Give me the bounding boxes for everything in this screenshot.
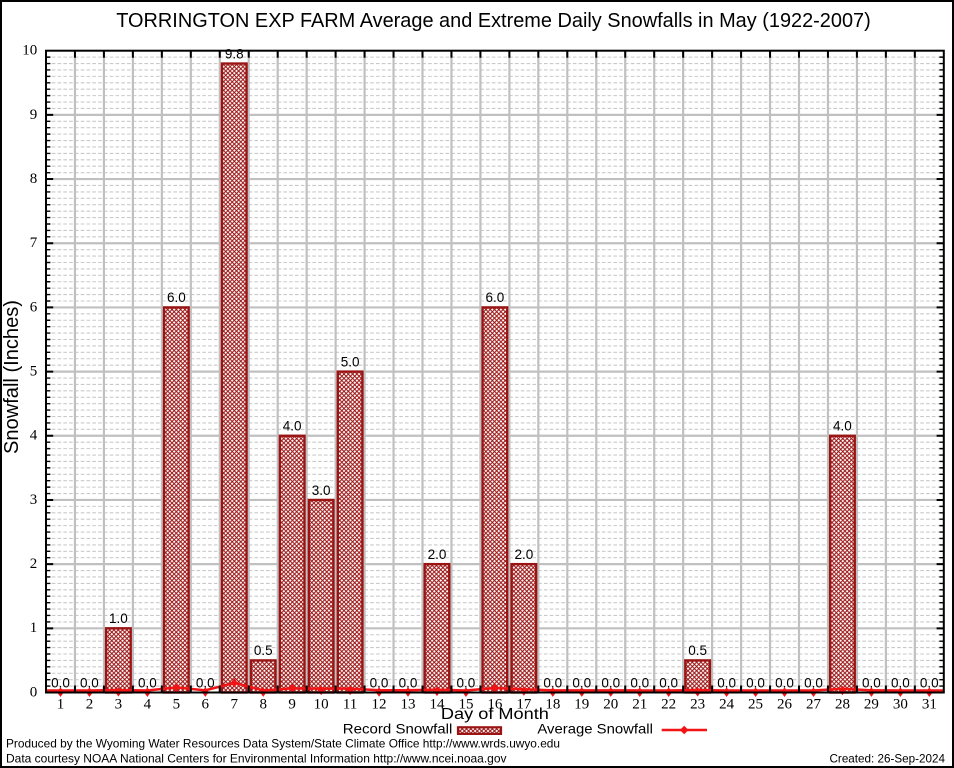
svg-text:Created: 26-Sep-2024: Created: 26-Sep-2024 xyxy=(830,752,946,766)
svg-text:0.0: 0.0 xyxy=(51,675,70,690)
svg-text:16: 16 xyxy=(487,696,503,712)
svg-text:31: 31 xyxy=(922,696,937,712)
svg-text:0.5: 0.5 xyxy=(254,643,273,658)
svg-text:8: 8 xyxy=(30,171,38,187)
svg-text:0.5: 0.5 xyxy=(688,643,707,658)
svg-text:0.0: 0.0 xyxy=(370,675,389,690)
svg-text:0.0: 0.0 xyxy=(196,675,215,690)
svg-text:9.8: 9.8 xyxy=(225,46,244,61)
svg-text:26: 26 xyxy=(777,696,793,712)
svg-text:Produced by the Wyoming Water: Produced by the Wyoming Water Resources … xyxy=(6,737,560,751)
svg-text:5: 5 xyxy=(30,364,38,380)
svg-text:5: 5 xyxy=(173,696,181,712)
svg-text:18: 18 xyxy=(545,696,560,712)
svg-text:17: 17 xyxy=(516,696,532,712)
svg-text:Data courtesy NOAA National Ce: Data courtesy NOAA National Centers for … xyxy=(6,752,507,766)
svg-text:Snowfall (Inches): Snowfall (Inches) xyxy=(1,300,23,454)
svg-text:6: 6 xyxy=(30,299,38,315)
svg-text:0.0: 0.0 xyxy=(601,675,620,690)
svg-text:0.0: 0.0 xyxy=(543,675,562,690)
svg-text:Average Snowfall: Average Snowfall xyxy=(537,720,653,736)
svg-text:0.0: 0.0 xyxy=(659,675,678,690)
svg-text:0.0: 0.0 xyxy=(891,675,910,690)
svg-text:0.0: 0.0 xyxy=(920,675,939,690)
svg-text:3.0: 3.0 xyxy=(312,483,331,498)
svg-text:4: 4 xyxy=(30,428,38,444)
svg-text:1: 1 xyxy=(57,696,65,712)
svg-text:6: 6 xyxy=(202,696,210,712)
svg-text:8: 8 xyxy=(259,696,267,712)
svg-text:0: 0 xyxy=(30,684,38,700)
svg-text:29: 29 xyxy=(864,696,879,712)
svg-text:24: 24 xyxy=(719,696,735,712)
svg-text:0.0: 0.0 xyxy=(717,675,736,690)
svg-text:0.0: 0.0 xyxy=(746,675,765,690)
svg-text:27: 27 xyxy=(806,696,822,712)
svg-text:10: 10 xyxy=(314,696,329,712)
svg-text:2: 2 xyxy=(30,556,38,572)
svg-text:4.0: 4.0 xyxy=(833,419,852,434)
svg-text:23: 23 xyxy=(690,696,705,712)
svg-text:12: 12 xyxy=(372,696,387,712)
svg-text:7: 7 xyxy=(30,235,38,251)
svg-text:2.0: 2.0 xyxy=(514,547,533,562)
svg-text:2.0: 2.0 xyxy=(428,547,447,562)
svg-text:30: 30 xyxy=(893,696,908,712)
svg-text:0.0: 0.0 xyxy=(775,675,794,690)
svg-text:TORRINGTON EXP FARM Average an: TORRINGTON EXP FARM Average and Extreme … xyxy=(116,10,871,32)
svg-text:Record Snowfall: Record Snowfall xyxy=(343,720,453,736)
svg-text:22: 22 xyxy=(661,696,676,712)
svg-text:15: 15 xyxy=(458,696,473,712)
svg-text:3: 3 xyxy=(115,696,123,712)
svg-text:1.0: 1.0 xyxy=(109,611,128,626)
svg-text:5.0: 5.0 xyxy=(341,354,360,369)
svg-text:6.0: 6.0 xyxy=(167,290,186,305)
svg-text:0.0: 0.0 xyxy=(457,675,476,690)
svg-text:4: 4 xyxy=(144,696,152,712)
svg-text:19: 19 xyxy=(574,696,589,712)
svg-text:11: 11 xyxy=(343,696,357,712)
svg-text:25: 25 xyxy=(748,696,763,712)
svg-text:0.0: 0.0 xyxy=(572,675,591,690)
svg-text:1: 1 xyxy=(30,620,38,636)
svg-text:0.0: 0.0 xyxy=(630,675,649,690)
svg-text:Day of Month: Day of Month xyxy=(441,706,549,723)
svg-text:21: 21 xyxy=(632,696,647,712)
svg-text:13: 13 xyxy=(401,696,416,712)
svg-text:0.0: 0.0 xyxy=(138,675,157,690)
svg-text:0.0: 0.0 xyxy=(80,675,99,690)
svg-text:9: 9 xyxy=(30,107,38,123)
svg-text:4.0: 4.0 xyxy=(283,419,302,434)
svg-text:0.0: 0.0 xyxy=(804,675,823,690)
svg-text:9: 9 xyxy=(288,696,296,712)
svg-text:2: 2 xyxy=(86,696,94,712)
svg-text:14: 14 xyxy=(429,696,445,712)
svg-text:20: 20 xyxy=(603,696,618,712)
svg-text:6.0: 6.0 xyxy=(486,290,505,305)
svg-text:0.0: 0.0 xyxy=(399,675,418,690)
svg-text:10: 10 xyxy=(22,43,37,59)
svg-text:28: 28 xyxy=(835,696,850,712)
svg-text:3: 3 xyxy=(30,492,38,508)
svg-text:7: 7 xyxy=(231,696,239,712)
svg-text:0.0: 0.0 xyxy=(862,675,881,690)
